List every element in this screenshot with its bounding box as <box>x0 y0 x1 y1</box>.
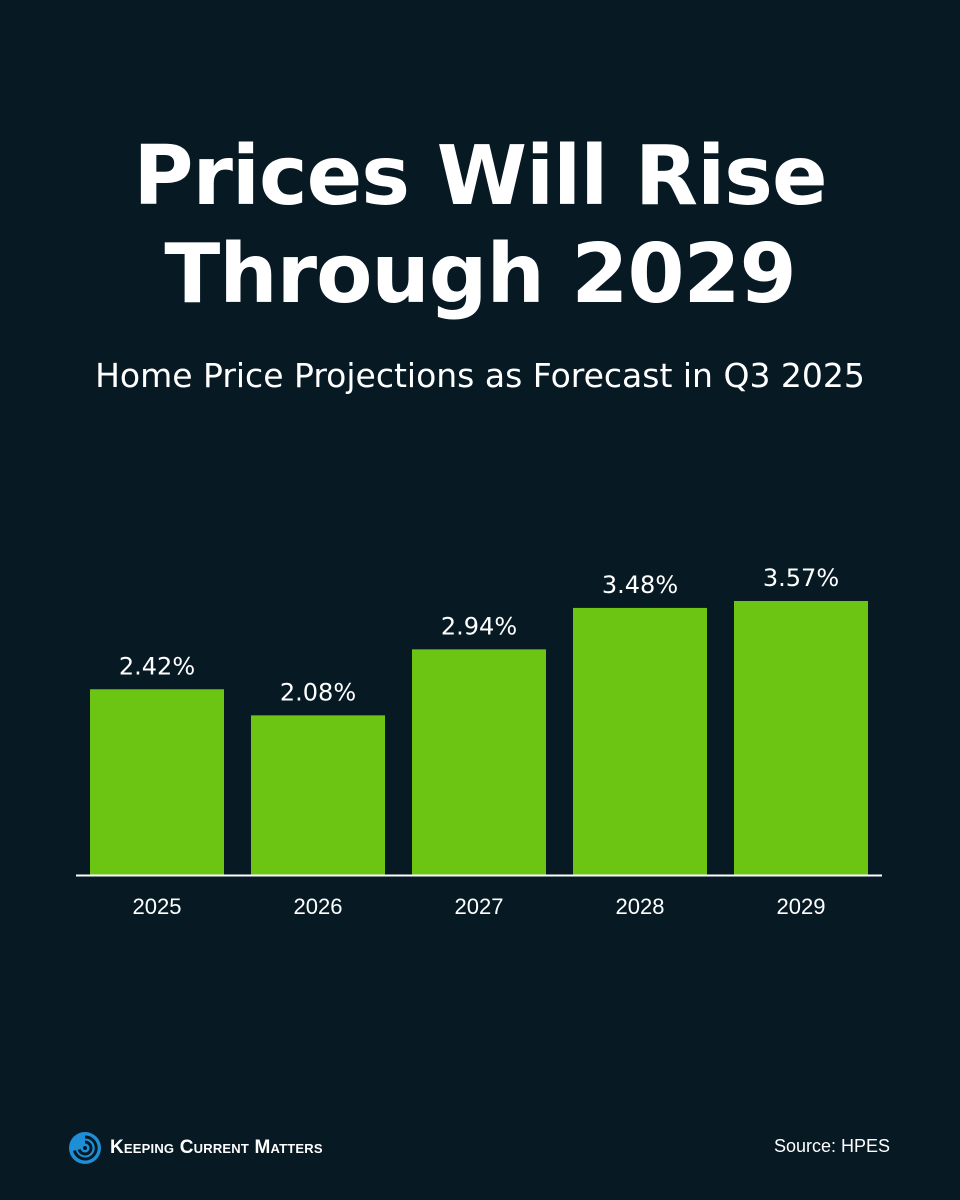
data-label-2025: 2.42% <box>119 652 195 680</box>
x-tick-label-2025: 2025 <box>133 894 182 919</box>
source-note: Source: HPES <box>773 1136 890 1156</box>
x-tick-label-2026: 2026 <box>294 894 343 919</box>
swirl-logo-icon <box>69 1132 101 1164</box>
bar-2027 <box>412 649 546 875</box>
bar-2025 <box>90 689 224 875</box>
bar-2026 <box>251 715 385 875</box>
brand-name: Keeping Current Matters <box>110 1137 323 1158</box>
chart-title: Prices Will Rise Through 2029 <box>133 129 827 322</box>
data-label-2028: 3.48% <box>602 571 678 599</box>
data-label-2027: 2.94% <box>441 612 517 640</box>
x-tick-label-2027: 2027 <box>455 894 504 919</box>
data-label-2029: 3.57% <box>763 564 839 592</box>
chart-subtitle: Home Price Projections as Forecast in Q3… <box>95 356 865 395</box>
bar-2029 <box>734 601 868 875</box>
x-tick-label-2029: 2029 <box>777 894 826 919</box>
bar-2028 <box>573 607 707 875</box>
data-label-2026: 2.08% <box>280 678 356 706</box>
x-tick-label-2028: 2028 <box>616 894 665 919</box>
brand-logo: Keeping Current Matters <box>68 1130 323 1166</box>
